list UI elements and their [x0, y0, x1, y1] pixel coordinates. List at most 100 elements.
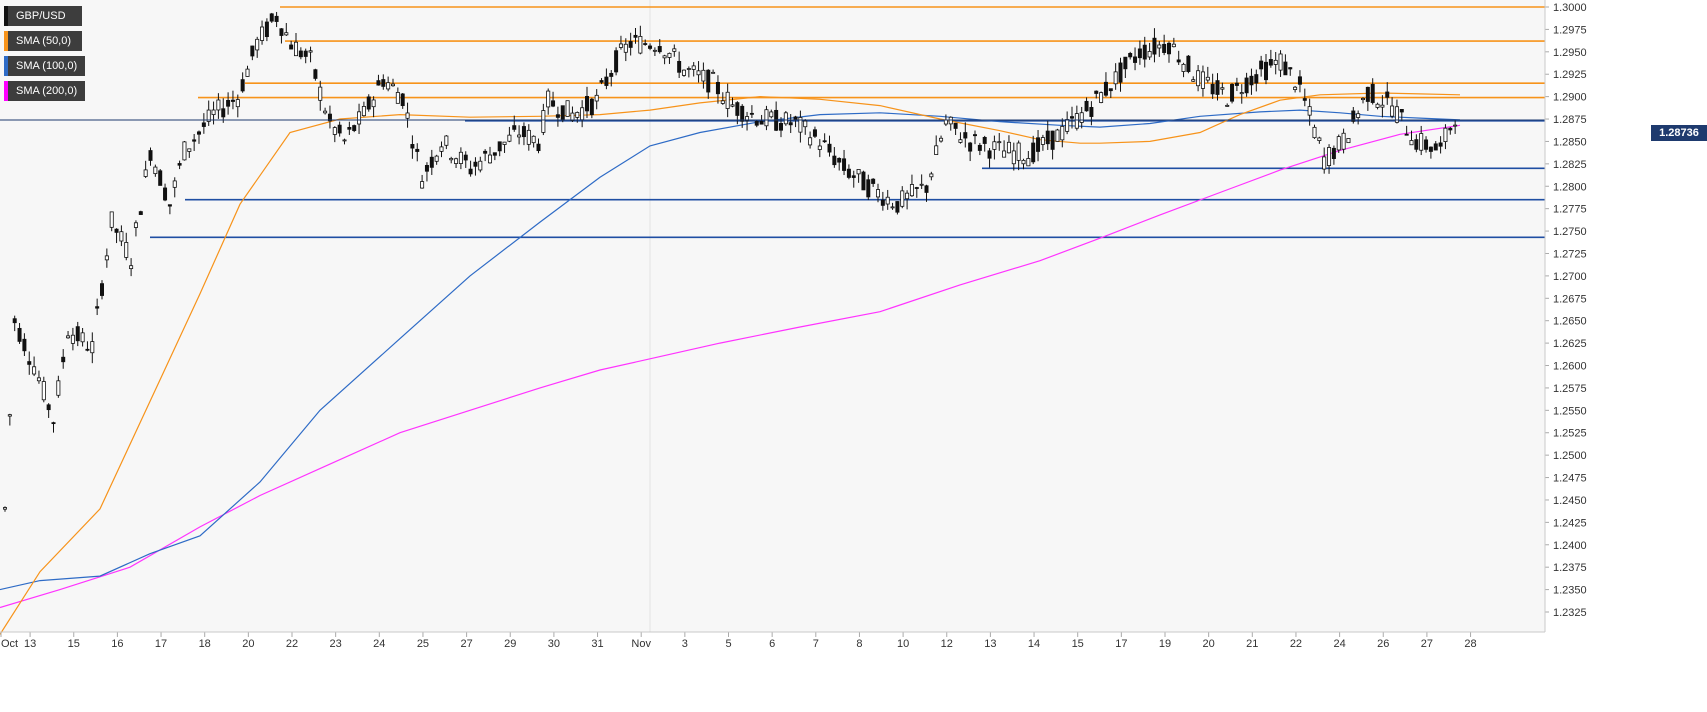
x-axis: Oct 13 15 16 17 18 20 22 23 24 25 27 29 30 31 Nov 3 5 6 7 8 1…: [0, 632, 1477, 650]
candle-body: [1200, 71, 1205, 89]
y-tick-label: 1.2550: [1553, 405, 1587, 417]
candle-body: [963, 132, 968, 139]
candle-body: [27, 361, 32, 365]
candle-body: [866, 179, 871, 198]
candle-body: [163, 187, 168, 201]
candle-body: [395, 92, 400, 104]
candle-body: [1176, 59, 1181, 63]
candle-body: [434, 155, 439, 162]
candle-body: [1002, 150, 1007, 158]
candle-body: [1128, 53, 1133, 58]
candle-body: [686, 68, 691, 70]
candle-body: [1103, 81, 1108, 96]
candle-body: [987, 150, 992, 159]
legend-item-gbpusd[interactable]: GBP/USD: [4, 6, 82, 26]
x-tick-label: 22: [1290, 638, 1302, 650]
candle-body: [783, 112, 788, 125]
candle-body: [648, 45, 653, 49]
candle-body: [1307, 106, 1312, 116]
candle-body: [85, 348, 90, 351]
candle-body: [1312, 126, 1317, 139]
y-tick-label: 1.2800: [1553, 181, 1587, 193]
legend-item-sma50[interactable]: SMA (50,0): [4, 31, 82, 51]
candle-body: [1065, 119, 1070, 132]
y-tick-label: 1.2525: [1553, 428, 1587, 440]
candle-body: [1137, 48, 1142, 59]
candle-body: [1094, 90, 1099, 94]
candle-body: [221, 108, 226, 118]
x-tick-label: 5: [725, 638, 731, 650]
candle-body: [1249, 75, 1254, 86]
candle-body: [298, 50, 303, 58]
candle-body: [70, 334, 75, 344]
candle-body: [201, 122, 206, 127]
candle-body: [880, 199, 885, 206]
candle-body: [1070, 116, 1075, 119]
candle-body: [323, 110, 328, 114]
candle-body: [905, 192, 910, 200]
candle-body: [1181, 63, 1186, 72]
x-tick-label: 20: [242, 638, 254, 650]
candle-body: [1268, 59, 1273, 66]
legend-swatch: [4, 6, 8, 26]
candle-body: [982, 136, 987, 144]
candle-body: [1123, 56, 1128, 70]
candle-body: [1040, 137, 1045, 145]
candle-body: [667, 52, 672, 58]
candle-body: [357, 111, 362, 125]
candle-body: [1230, 83, 1235, 102]
candle-body: [507, 134, 512, 142]
candle-body: [521, 126, 526, 138]
candle-body: [551, 100, 556, 107]
candle-body: [46, 404, 51, 411]
candle-body: [36, 377, 41, 382]
candle-body: [483, 150, 488, 154]
y-tick-label: 1.2850: [1553, 136, 1587, 148]
candle-body: [1244, 77, 1249, 94]
candle-body: [41, 381, 46, 401]
candle-body: [846, 168, 851, 178]
x-tick-label: 18: [199, 638, 211, 650]
candle-body: [1273, 59, 1278, 65]
candle-body: [90, 341, 95, 354]
candle-body: [604, 76, 609, 86]
candle-body: [837, 157, 842, 163]
candle-body: [284, 32, 289, 36]
candle-body: [206, 109, 211, 122]
legend: GBP/USD SMA (50,0) SMA (100,0) SMA (200,…: [4, 6, 86, 106]
candle-body: [502, 141, 507, 145]
candle-body: [230, 99, 235, 102]
candle-body: [1356, 113, 1361, 118]
candle-body: [1171, 43, 1176, 48]
candle-body: [1191, 79, 1196, 82]
candle-body: [730, 104, 735, 107]
x-tick-label: Oct: [1, 638, 18, 650]
candle-body: [536, 143, 541, 152]
candle-body: [255, 38, 260, 51]
moving-averages: [0, 92, 1461, 635]
candle-body: [672, 48, 677, 52]
candle-body: [66, 335, 71, 339]
candle-body: [1424, 139, 1429, 150]
candle-body: [386, 82, 391, 90]
candle-body: [934, 145, 939, 155]
candle-body: [1021, 159, 1026, 165]
legend-item-sma200[interactable]: SMA (200,0): [4, 81, 86, 101]
y-tick-label: 1.2325: [1553, 607, 1587, 619]
candle-body: [245, 68, 250, 77]
candle-body: [512, 125, 517, 130]
candle-body: [381, 79, 386, 87]
candle-body: [798, 117, 803, 133]
candle-body: [943, 119, 948, 125]
legend-item-sma100[interactable]: SMA (100,0): [4, 56, 86, 76]
candle-body: [100, 283, 105, 296]
candle-body: [1288, 67, 1293, 70]
candle-body: [420, 181, 425, 189]
candle-body: [1079, 112, 1084, 123]
candle-body: [973, 134, 978, 137]
legend-label: SMA (50,0): [16, 35, 72, 47]
candle-body: [308, 50, 313, 53]
candle-body: [1162, 43, 1167, 53]
candle-body: [570, 112, 575, 122]
